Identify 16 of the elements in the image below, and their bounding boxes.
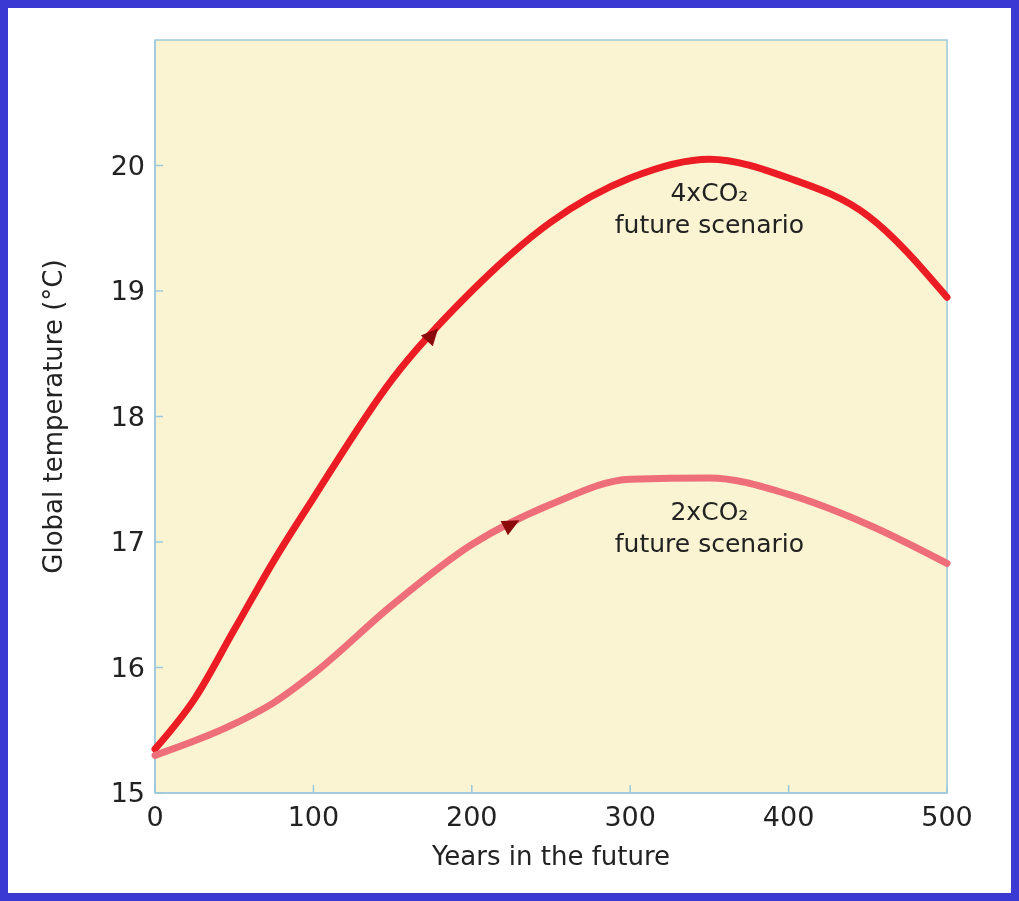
y-tick-label: 17 — [110, 526, 145, 558]
x-tick-label: 400 — [762, 801, 815, 832]
series-label: 4xCO₂ future scenario — [614, 178, 804, 240]
y-tick-label: 19 — [110, 275, 145, 307]
x-tick-label: 300 — [604, 801, 656, 832]
y-tick-label: 15 — [110, 777, 145, 809]
y-axis-title: Global temperature (°C) — [38, 259, 68, 574]
y-tick-label: 16 — [110, 651, 145, 683]
x-tick-label: 0 — [146, 801, 164, 832]
x-axis-title: Years in the future — [430, 841, 671, 871]
x-tick-label: 500 — [921, 801, 973, 832]
series-label: 2xCO₂ future scenario — [614, 496, 804, 558]
y-tick-label: 20 — [110, 149, 145, 181]
x-tick-label: 200 — [446, 801, 498, 832]
y-tick-label: 18 — [110, 400, 145, 432]
x-tick-label: 100 — [287, 801, 340, 832]
